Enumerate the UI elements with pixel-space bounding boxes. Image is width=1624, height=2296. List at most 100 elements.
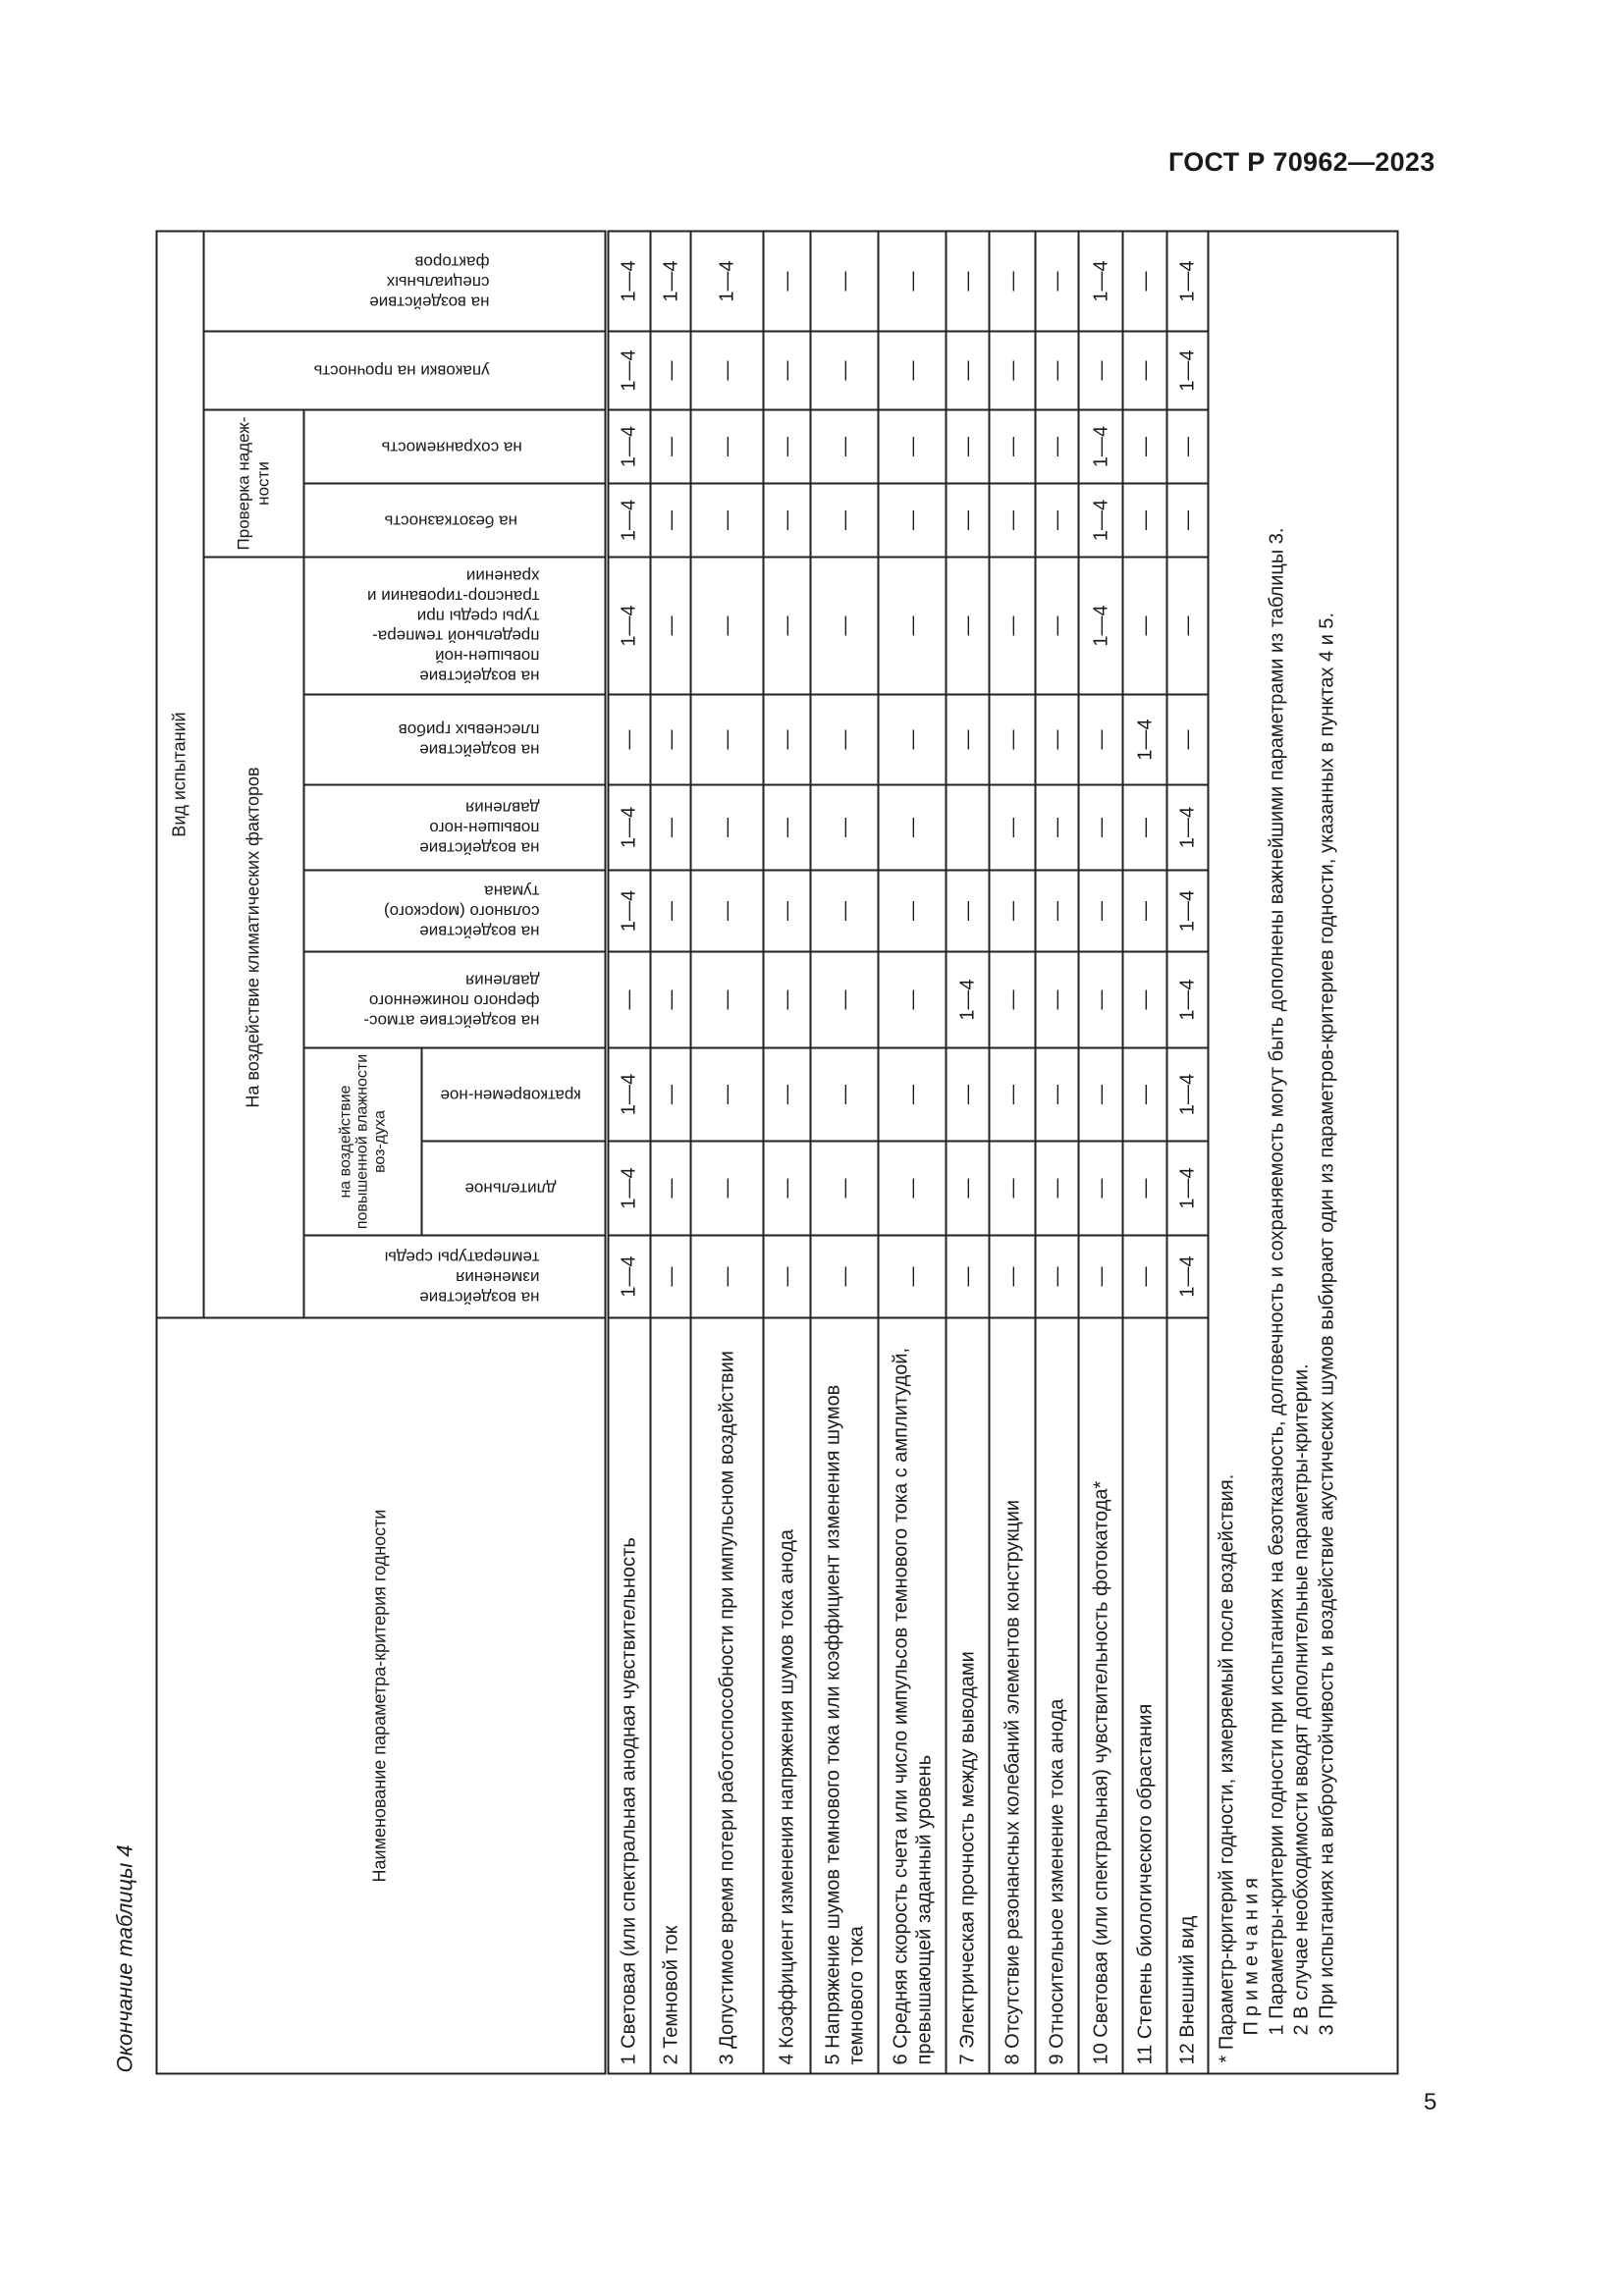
row-value-cell: — <box>763 951 811 1048</box>
row-value-cell: — <box>989 1235 1036 1318</box>
col-header-text: упаковки на прочность <box>313 361 490 381</box>
row-value-cell: — <box>650 409 691 484</box>
row-value-cell: — <box>690 1141 764 1236</box>
row-value-cell: — <box>810 231 879 332</box>
table-row: 11 Степень биологического обрастания — — — —… <box>1122 231 1167 2074</box>
row-value-cell: — <box>763 557 811 695</box>
row-value-cell: — <box>1035 870 1079 952</box>
row-value-cell: — <box>763 1047 811 1142</box>
row-value-cell: — <box>946 409 990 484</box>
row-value-cell: — <box>1035 1047 1079 1142</box>
row-value-cell: 1—4 <box>1166 784 1209 871</box>
row-name: 10 Световая (или спектральная) чувствите… <box>1078 1317 1123 2074</box>
row-value-cell: 1—4 <box>1078 231 1123 332</box>
row-value-cell: — <box>989 870 1036 952</box>
row-value-cell: — <box>1035 784 1079 871</box>
row-value-cell: — <box>878 784 947 871</box>
row-value-cell: 1—4 <box>1166 1141 1209 1236</box>
row-value-cell: — <box>690 784 764 871</box>
table-row: 8 Отсутствие резонансных колебаний элеме… <box>989 231 1036 2074</box>
row-value-cell: — <box>1122 331 1167 410</box>
row-value-cell: 1—4 <box>1122 694 1167 785</box>
row-value-cell: — <box>690 1235 764 1318</box>
col-header-mold: на воздействие плесневых грибов <box>303 694 607 785</box>
row-value-cell: — <box>763 784 811 871</box>
row-value-cell: — <box>989 331 1036 410</box>
row-name: 4 Коэффициент изменения напряжения шумов… <box>763 1317 811 2074</box>
row-value-cell: — <box>763 870 811 952</box>
row-value-cell: 1—4 <box>1166 951 1209 1048</box>
table-notes: * Параметр-критерий годности, измеряемый… <box>1208 231 1398 2074</box>
note-item: 3 При испытаниях на виброустойчивость и … <box>1316 612 1338 2036</box>
row-value-cell: — <box>1122 870 1167 952</box>
row-value-cell: — <box>1035 694 1079 785</box>
name-column-header: Наименование параметра-критерия годности <box>156 1317 607 2074</box>
row-value-cell: — <box>1122 951 1167 1048</box>
reliability-group-header: Проверка надеж-ности <box>203 409 304 558</box>
row-value-cell: — <box>1122 483 1167 558</box>
col-header-packaging: упаковки на прочность <box>203 331 607 410</box>
row-value-cell: — <box>606 951 651 1048</box>
row-value-cell: — <box>878 951 947 1048</box>
row-value-cell: 1—4 <box>1166 1235 1209 1318</box>
row-value-cell: — <box>989 231 1036 332</box>
row-value-cell: — <box>1166 694 1209 785</box>
footnote: * Параметр-критерий годности, измеряемый… <box>1216 1473 1238 2063</box>
row-value-cell: — <box>946 1141 990 1236</box>
humidity-group-header: на воздействие повышенной влажности воз-… <box>303 1047 422 1236</box>
row-name: 8 Отсутствие резонансных колебаний элеме… <box>989 1317 1036 2074</box>
row-value-cell: — <box>690 870 764 952</box>
table-row: 10 Световая (или спектральная) чувствите… <box>1078 231 1123 2074</box>
row-value-cell: — <box>946 870 990 952</box>
page-number: 5 <box>1424 2089 1437 2115</box>
row-value-cell: 1—4 <box>606 231 651 332</box>
row-value-cell: — <box>650 951 691 1048</box>
row-name: 12 Внешний вид <box>1166 1317 1209 2074</box>
row-value-cell: 1—4 <box>606 557 651 695</box>
row-value-cell: — <box>1166 483 1209 558</box>
row-name: 2 Темновой ток <box>650 1317 691 2074</box>
test-type-header: Вид испытаний <box>156 231 204 1318</box>
row-value-cell: — <box>763 1141 811 1236</box>
row-value-cell: 1—4 <box>606 870 651 952</box>
row-value-cell: — <box>1035 1235 1079 1318</box>
row-value-cell: — <box>690 409 764 484</box>
row-value-cell: — <box>650 1047 691 1142</box>
row-value-cell: — <box>650 1235 691 1318</box>
table-row: 5 Напряжение шумов темнового тока или ко… <box>810 231 879 2074</box>
row-value-cell: — <box>989 694 1036 785</box>
row-value-cell: 1—4 <box>946 951 990 1048</box>
col-header-temperature-change: на воздействие изменения температуры сре… <box>303 1235 607 1318</box>
row-value-cell: 1—4 <box>606 483 651 558</box>
row-value-cell: — <box>946 557 990 695</box>
row-value-cell: — <box>946 483 990 558</box>
row-value-cell: — <box>810 557 879 695</box>
row-value-cell: — <box>989 784 1036 871</box>
row-name: 6 Средняя скорость счета или число импул… <box>878 1317 947 2074</box>
row-value-cell <box>946 784 990 871</box>
row-value-cell: 1—4 <box>1166 870 1209 952</box>
col-header-text: на воздействие повышен-ного давления <box>419 798 540 858</box>
row-value-cell: — <box>650 331 691 410</box>
row-value-cell: — <box>946 231 990 332</box>
row-value-cell: 1—4 <box>1166 231 1209 332</box>
col-header-text: на воздействие соляного (морского) туман… <box>384 881 540 941</box>
row-value-cell: — <box>650 870 691 952</box>
row-value-cell: 1—4 <box>1166 331 1209 410</box>
col-header-humidity-short: кратковремен-ное <box>421 1047 607 1142</box>
col-header-text: на воздействие специальных факторов <box>369 252 490 312</box>
row-value-cell: 1—4 <box>690 231 764 332</box>
row-value-cell: — <box>690 1047 764 1142</box>
row-value-cell: — <box>1035 483 1079 558</box>
row-value-cell: — <box>690 694 764 785</box>
row-value-cell: — <box>878 1141 947 1236</box>
row-value-cell: — <box>763 694 811 785</box>
row-value-cell: — <box>810 409 879 484</box>
table-row: 12 Внешний вид 1—4 1—4 1—4 1—4 1—4 1—4— — — —1—4 1… <box>1166 231 1209 2074</box>
row-value-cell: — <box>878 557 947 695</box>
row-value-cell: 1—4 <box>606 1235 651 1318</box>
row-value-cell: — <box>810 784 879 871</box>
row-value-cell: — <box>989 1047 1036 1142</box>
row-value-cell: — <box>1078 951 1123 1048</box>
row-value-cell: — <box>1122 784 1167 871</box>
